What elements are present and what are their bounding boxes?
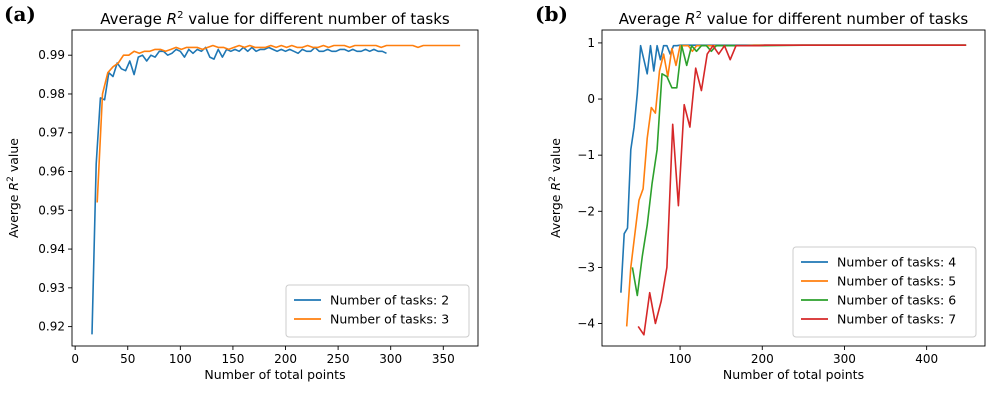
chart2-title: Average R2 value for different number of… [619, 10, 969, 28]
chart2-series-group [620, 44, 967, 336]
chart1-ytick-label: 0.96 [38, 165, 65, 179]
chart2-ylabel-post: value [548, 138, 563, 176]
chart1-ytick-label: 0.97 [38, 126, 65, 140]
chart1-series-group [91, 44, 461, 335]
chart1-ytick-label: 0.98 [38, 87, 65, 101]
chart2-axes-frame [601, 29, 986, 347]
chart1-panel-label: (a) [4, 2, 36, 26]
chart2-title-sup: 2 [696, 10, 702, 21]
chart1-xtick-label: 0 [71, 352, 79, 366]
chart1-xtick-label: 250 [327, 352, 350, 366]
chart2-legend-label-1: Number of tasks: 4 [837, 255, 956, 270]
chart1-title: Average R2 value for different number of… [100, 10, 450, 28]
chart2-xtick-label: 200 [751, 352, 774, 366]
chart1-title-sup: 2 [177, 10, 183, 21]
chart2-ytick-label: −4 [577, 317, 595, 331]
chart1-legend-label-2: Number of tasks: 3 [330, 312, 449, 327]
chart1-xtick-label: 100 [169, 352, 192, 366]
chart2-xtick-label: 400 [915, 352, 938, 366]
chart1-series-line-1 [91, 46, 387, 335]
chart1-axes-frame [71, 29, 479, 347]
chart1-title-pre: Average [100, 10, 166, 28]
chart2-ylabel-pre: Averge [548, 191, 563, 238]
chart1-ylabel-post: value [6, 138, 21, 176]
chart2-group: (b) Average R2 value for different number… [535, 2, 986, 382]
chart2-ytick-label: 0 [587, 92, 595, 106]
chart1-title-var: R [167, 10, 177, 28]
chart2-legend-label-3: Number of tasks: 6 [837, 293, 956, 308]
chart1-group: (a) Average R2 value for different number… [4, 2, 479, 382]
chart2-legend-label-2: Number of tasks: 5 [837, 274, 956, 289]
chart1-ytick-label: 0.93 [38, 281, 65, 295]
chart2-ytick-label: −1 [577, 148, 595, 162]
chart1-ylabel: Averge R2 value [6, 138, 21, 238]
chart1-xtick-label: 150 [221, 352, 244, 366]
chart2-legend-label-4: Number of tasks: 7 [837, 312, 956, 327]
chart2-xlabel: Number of total points [723, 367, 864, 382]
chart1-xtick-label: 300 [379, 352, 402, 366]
chart1-xtick-label: 350 [432, 352, 455, 366]
chart1-ylabel-var: R [6, 182, 21, 191]
chart1-ytick-label: 0.95 [38, 203, 65, 217]
chart1-xlabel: Number of total points [204, 367, 345, 382]
chart2-ytick-label: −2 [577, 204, 595, 218]
chart1-ytick-label: 0.92 [38, 320, 65, 334]
chart2-panel-label: (b) [535, 2, 568, 26]
chart1-legend-label-1: Number of tasks: 2 [330, 293, 449, 308]
chart1-xtick-label: 50 [120, 352, 135, 366]
chart1-ytick-label: 0.99 [38, 48, 65, 62]
chart1-legend: Number of tasks: 2 Number of tasks: 3 [285, 284, 470, 338]
chart1-ylabel-sup: 2 [6, 176, 16, 182]
chart2-legend-box [792, 246, 977, 338]
chart2-ylabel-var: R [548, 182, 563, 191]
chart2-title-post: value for different number of tasks [702, 10, 968, 28]
chart1-ylabel-pre: Averge [6, 191, 21, 238]
chart2-legend: Number of tasks: 4 Number of tasks: 5 Numb… [792, 246, 977, 338]
chart1-xtick-label: 200 [274, 352, 297, 366]
chart2-ylabel: Averge R2 value [548, 138, 563, 238]
chart1-legend-box [285, 284, 470, 338]
chart2-series-line-4 [637, 44, 967, 336]
chart2-xtick-label: 100 [669, 352, 692, 366]
chart2-ylabel-sup: 2 [548, 176, 558, 182]
chart1-title-post: value for different number of tasks [183, 10, 449, 28]
chart1-series-line-2 [96, 44, 461, 203]
chart2-ytick-label: −3 [577, 260, 595, 274]
chart2-xtick-label: 300 [833, 352, 856, 366]
chart2-ytick-label: 1 [587, 36, 595, 50]
chart1-ytick-label: 0.94 [38, 242, 65, 256]
chart2-title-pre: Average [619, 10, 685, 28]
chart2-title-var: R [685, 10, 695, 28]
